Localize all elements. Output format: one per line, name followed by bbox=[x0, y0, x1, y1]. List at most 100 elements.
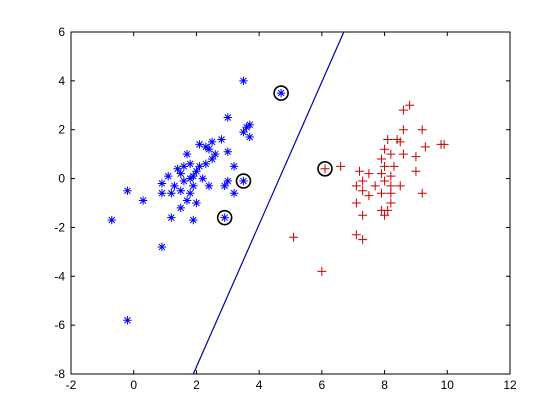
data-point-asterisk bbox=[229, 162, 239, 171]
data-point-plus bbox=[398, 105, 408, 115]
data-point-plus bbox=[358, 210, 368, 220]
data-point-plus bbox=[383, 134, 393, 144]
data-point-asterisk bbox=[239, 76, 248, 86]
data-point-asterisk bbox=[189, 171, 198, 181]
data-point-plus bbox=[420, 142, 430, 152]
data-point-asterisk bbox=[204, 181, 214, 191]
data-point-plus bbox=[395, 137, 405, 147]
data-point-asterisk bbox=[239, 127, 248, 137]
support-vector-circle bbox=[216, 209, 233, 226]
data-point-plus bbox=[411, 152, 421, 162]
x-tick-label: 12 bbox=[503, 378, 517, 392]
y-tick-label: -8 bbox=[54, 367, 65, 381]
data-point-asterisk bbox=[179, 176, 189, 186]
data-point-asterisk bbox=[185, 159, 195, 169]
data-point-plus bbox=[376, 169, 386, 179]
data-point-plus bbox=[386, 149, 396, 159]
support-vector-circle bbox=[273, 85, 289, 101]
data-point-plus bbox=[351, 198, 361, 208]
data-point-asterisk bbox=[167, 213, 176, 222]
y-tick-label: -6 bbox=[54, 318, 65, 332]
data-point-plus bbox=[417, 188, 427, 198]
data-point-asterisk bbox=[276, 88, 286, 98]
data-point-plus bbox=[358, 186, 368, 196]
y-tick-label: -4 bbox=[54, 269, 65, 283]
data-point-asterisk bbox=[173, 164, 182, 173]
data-point-plus bbox=[370, 181, 380, 191]
data-point-asterisk bbox=[123, 186, 132, 195]
data-point-plus bbox=[320, 164, 330, 174]
plot-area bbox=[71, 32, 510, 374]
data-point-asterisk bbox=[223, 147, 232, 156]
data-point-plus bbox=[380, 176, 390, 186]
data-point-asterisk bbox=[192, 167, 201, 176]
x-tick-label: 10 bbox=[441, 378, 455, 392]
data-point-asterisk bbox=[157, 179, 167, 188]
data-point-plus bbox=[380, 161, 390, 171]
data-point-asterisk bbox=[207, 154, 217, 164]
data-point-asterisk bbox=[245, 120, 254, 130]
data-point-plus bbox=[351, 181, 361, 191]
data-point-plus bbox=[380, 144, 390, 154]
data-point-asterisk bbox=[223, 176, 232, 186]
data-point-plus bbox=[411, 166, 421, 176]
x-tick-label: 4 bbox=[256, 378, 263, 392]
data-point-plus bbox=[289, 232, 299, 242]
data-point-plus bbox=[364, 191, 374, 201]
data-point-asterisk bbox=[157, 242, 167, 252]
data-point-asterisk bbox=[185, 189, 195, 198]
data-point-plus bbox=[386, 171, 396, 181]
data-point-asterisk bbox=[207, 137, 217, 147]
data-point-asterisk bbox=[176, 203, 185, 213]
data-point-plus bbox=[376, 154, 386, 164]
data-point-plus bbox=[398, 149, 408, 159]
data-point-plus bbox=[417, 125, 427, 135]
data-point-asterisk bbox=[182, 196, 192, 205]
data-point-asterisk bbox=[220, 213, 229, 222]
x-tick-label: 6 bbox=[319, 378, 326, 392]
data-point-asterisk bbox=[167, 189, 176, 198]
data-point-asterisk bbox=[107, 215, 116, 225]
data-point-asterisk bbox=[138, 196, 148, 205]
support-vector-circle bbox=[235, 173, 252, 189]
y-tick-label: 2 bbox=[58, 123, 65, 137]
support-vector-layer bbox=[216, 85, 333, 226]
data-point-asterisk bbox=[229, 189, 239, 198]
data-point-asterisk bbox=[245, 132, 254, 142]
support-vector-circle bbox=[317, 161, 333, 177]
data-point-plus bbox=[358, 176, 368, 186]
data-point-plus bbox=[317, 266, 327, 276]
y-tick-label: -2 bbox=[54, 220, 65, 234]
data-point-asterisk bbox=[164, 171, 173, 181]
data-point-asterisk bbox=[189, 181, 198, 191]
y-tick-label: 4 bbox=[58, 74, 65, 88]
x-tick-label: -2 bbox=[66, 378, 77, 392]
data-point-plus bbox=[405, 100, 415, 110]
data-point-asterisk bbox=[176, 169, 185, 178]
data-point-asterisk bbox=[123, 316, 132, 325]
x-tick-label: 0 bbox=[130, 378, 137, 392]
data-point-asterisk bbox=[176, 186, 185, 195]
series-1-plus-markers bbox=[289, 100, 449, 276]
axes-box bbox=[70, 31, 511, 375]
x-tick-label: 2 bbox=[193, 378, 200, 392]
data-point-plus bbox=[439, 139, 449, 149]
data-series-layer bbox=[107, 76, 449, 325]
decision-boundary-line bbox=[192, 31, 345, 375]
data-point-plus bbox=[389, 161, 399, 171]
data-point-plus bbox=[386, 198, 396, 208]
data-point-asterisk bbox=[179, 162, 189, 171]
data-point-asterisk bbox=[192, 198, 201, 208]
decision-boundary-layer bbox=[192, 31, 345, 375]
data-point-plus bbox=[351, 230, 361, 240]
data-point-plus bbox=[358, 235, 368, 245]
data-point-plus bbox=[376, 188, 386, 198]
data-point-plus bbox=[398, 125, 408, 135]
data-point-asterisk bbox=[157, 189, 167, 198]
data-point-plus bbox=[336, 161, 346, 171]
data-point-asterisk bbox=[204, 145, 214, 154]
data-point-asterisk bbox=[195, 140, 204, 149]
data-point-plus bbox=[364, 169, 374, 179]
data-point-asterisk bbox=[217, 135, 226, 144]
